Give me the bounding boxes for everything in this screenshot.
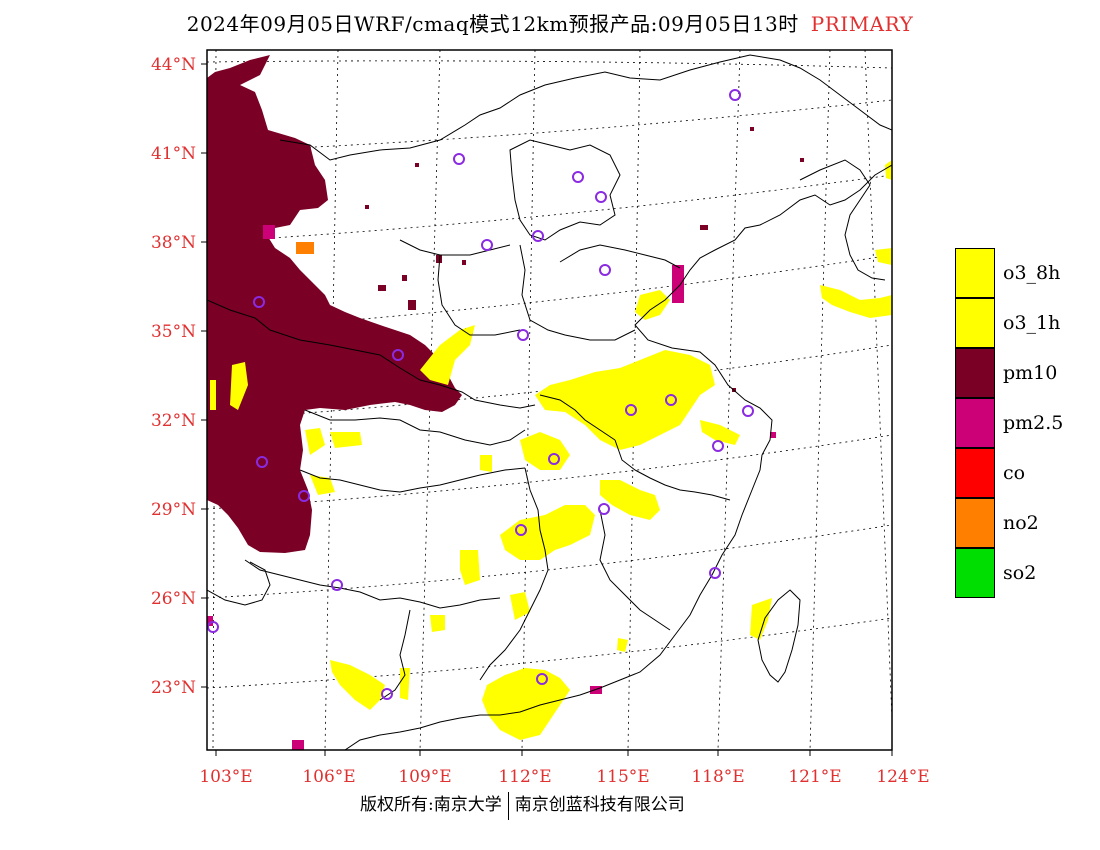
station-marker: [729, 89, 741, 101]
coastline: [344, 164, 892, 750]
copyright-left: 版权所有:南京大学: [360, 795, 502, 815]
map-content: [207, 50, 892, 750]
lat-label: 44°N: [151, 55, 196, 75]
legend-label: no2: [1003, 512, 1039, 534]
station-marker: [548, 453, 560, 465]
legend-label: pm2.5: [1003, 412, 1064, 434]
pm10-region: [207, 55, 804, 553]
lon-line-118: [717, 50, 741, 750]
station-marker: [515, 524, 527, 536]
legend-label: o3_1h: [1003, 312, 1061, 334]
legend-label: co: [1003, 462, 1026, 484]
tick-marks: [201, 63, 893, 756]
lon-line-124: [864, 50, 892, 721]
boundaries: [207, 54, 892, 750]
station-marker: [572, 171, 584, 183]
lat-label: 32°N: [151, 411, 196, 431]
lon-label: 121°E: [788, 767, 841, 787]
station-marker: [331, 579, 343, 591]
lon-line-121: [809, 50, 831, 750]
lat-label: 29°N: [151, 500, 196, 520]
station-marker: [253, 296, 265, 308]
lon-line-112: [521, 50, 536, 750]
station-marker: [392, 349, 404, 361]
station-marker: [381, 688, 393, 700]
lon-line-103: [212, 50, 217, 750]
o3-regions: [210, 160, 892, 740]
station-marker: [298, 490, 310, 502]
lon-label: 106°E: [302, 767, 355, 787]
lat-label: 41°N: [151, 144, 196, 164]
station-marker: [665, 394, 677, 406]
station-marker: [256, 456, 268, 468]
lon-label: 115°E: [596, 767, 649, 787]
station-marker: [709, 567, 721, 579]
lat-label: 38°N: [151, 233, 196, 253]
lat-labels: 44°N 41°N 38°N 35°N 32°N 29°N 26°N 23°N: [151, 55, 196, 698]
no2-spot: [296, 242, 314, 254]
station-marker: [453, 153, 465, 165]
legend-label: o3_8h: [1003, 262, 1061, 284]
legend-swatch-pm10: [955, 348, 995, 398]
station-marker: [712, 440, 724, 452]
lon-line-106: [324, 50, 339, 750]
station-marker: [517, 329, 529, 341]
map-frame: [206, 49, 893, 751]
lon-label: 109°E: [398, 767, 451, 787]
lon-label: 112°E: [498, 767, 551, 787]
taiwan-outline: [757, 589, 801, 683]
station-marker: [536, 673, 548, 685]
footer-divider: [507, 791, 509, 820]
legend-swatch-co: [955, 448, 995, 498]
lon-line-115: [627, 50, 641, 750]
legend-swatch-so2: [955, 548, 995, 598]
map-title: 2024年09月05日WRF/cmaq模式12km预报产品:09月05日13时 P…: [0, 8, 1100, 37]
legend-swatch-pm25: [955, 398, 995, 448]
legend-label: so2: [1003, 562, 1037, 584]
station-marker: [625, 404, 637, 416]
station-marker: [742, 405, 754, 417]
lon-line-109: [419, 50, 441, 750]
lat-line-23: [207, 617, 892, 689]
lat-label: 26°N: [151, 589, 196, 609]
legend-swatch-o3-1h: [955, 298, 995, 348]
lat-line-44: [207, 60, 892, 69]
lat-label: 35°N: [151, 322, 196, 342]
lon-labels: 103°E 106°E 109°E 112°E 115°E 118°E 121°…: [199, 767, 929, 787]
legend-label: pm10: [1003, 362, 1058, 384]
copyright-footer: 版权所有:南京大学 南京创蓝科技有限公司: [360, 790, 685, 820]
lat-line-26: [207, 524, 892, 599]
station-markers: [207, 89, 754, 700]
station-marker: [481, 239, 493, 251]
legend-swatch-o3-8h: [955, 248, 995, 298]
station-marker: [598, 503, 610, 515]
station-marker: [532, 230, 544, 242]
lat-line-32: [207, 344, 892, 421]
station-marker: [599, 264, 611, 276]
title-text: 2024年09月05日WRF/cmaq模式12km预报产品:09月05日13时: [186, 12, 799, 36]
legend-swatch-no2: [955, 498, 995, 548]
copyright-right: 南京创蓝科技有限公司: [514, 795, 685, 815]
lat-line-41: [207, 99, 892, 153]
station-marker: [595, 191, 607, 203]
lon-label: 118°E: [691, 767, 744, 787]
lat-label: 23°N: [151, 678, 196, 698]
lat-line-38: [207, 174, 892, 243]
station-marker: [207, 621, 219, 633]
lon-label: 103°E: [199, 767, 252, 787]
lon-label: 124°E: [876, 767, 929, 787]
primary-tag: PRIMARY: [810, 12, 914, 36]
